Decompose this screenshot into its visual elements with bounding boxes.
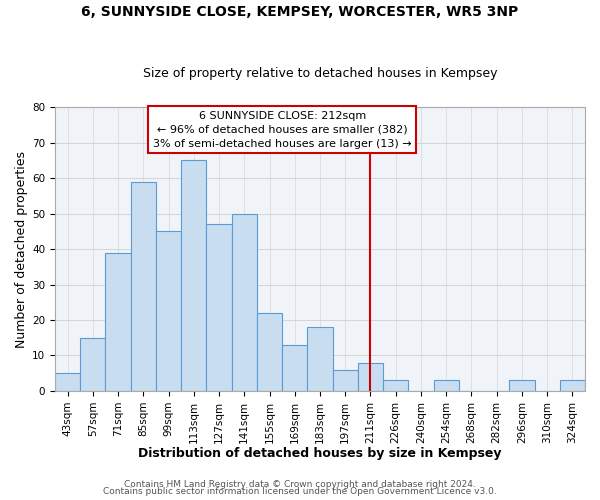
Bar [80, 338, 106, 391]
Bar [383, 380, 409, 391]
Bar [332, 370, 358, 391]
Bar [307, 327, 332, 391]
Bar [560, 380, 585, 391]
Bar [106, 252, 131, 391]
Bar [206, 224, 232, 391]
Bar [131, 182, 156, 391]
Text: Contains HM Land Registry data © Crown copyright and database right 2024.: Contains HM Land Registry data © Crown c… [124, 480, 476, 489]
Title: Size of property relative to detached houses in Kempsey: Size of property relative to detached ho… [143, 66, 497, 80]
Text: 6 SUNNYSIDE CLOSE: 212sqm
← 96% of detached houses are smaller (382)
3% of semi-: 6 SUNNYSIDE CLOSE: 212sqm ← 96% of detac… [153, 110, 412, 148]
Text: 6, SUNNYSIDE CLOSE, KEMPSEY, WORCESTER, WR5 3NP: 6, SUNNYSIDE CLOSE, KEMPSEY, WORCESTER, … [82, 5, 518, 19]
Bar [509, 380, 535, 391]
Bar [358, 362, 383, 391]
Y-axis label: Number of detached properties: Number of detached properties [15, 150, 28, 348]
Bar [434, 380, 459, 391]
Bar [232, 214, 257, 391]
Text: Contains public sector information licensed under the Open Government Licence v3: Contains public sector information licen… [103, 487, 497, 496]
Bar [282, 345, 307, 391]
Bar [156, 232, 181, 391]
Bar [55, 373, 80, 391]
Bar [181, 160, 206, 391]
Bar [257, 313, 282, 391]
X-axis label: Distribution of detached houses by size in Kempsey: Distribution of detached houses by size … [138, 447, 502, 460]
